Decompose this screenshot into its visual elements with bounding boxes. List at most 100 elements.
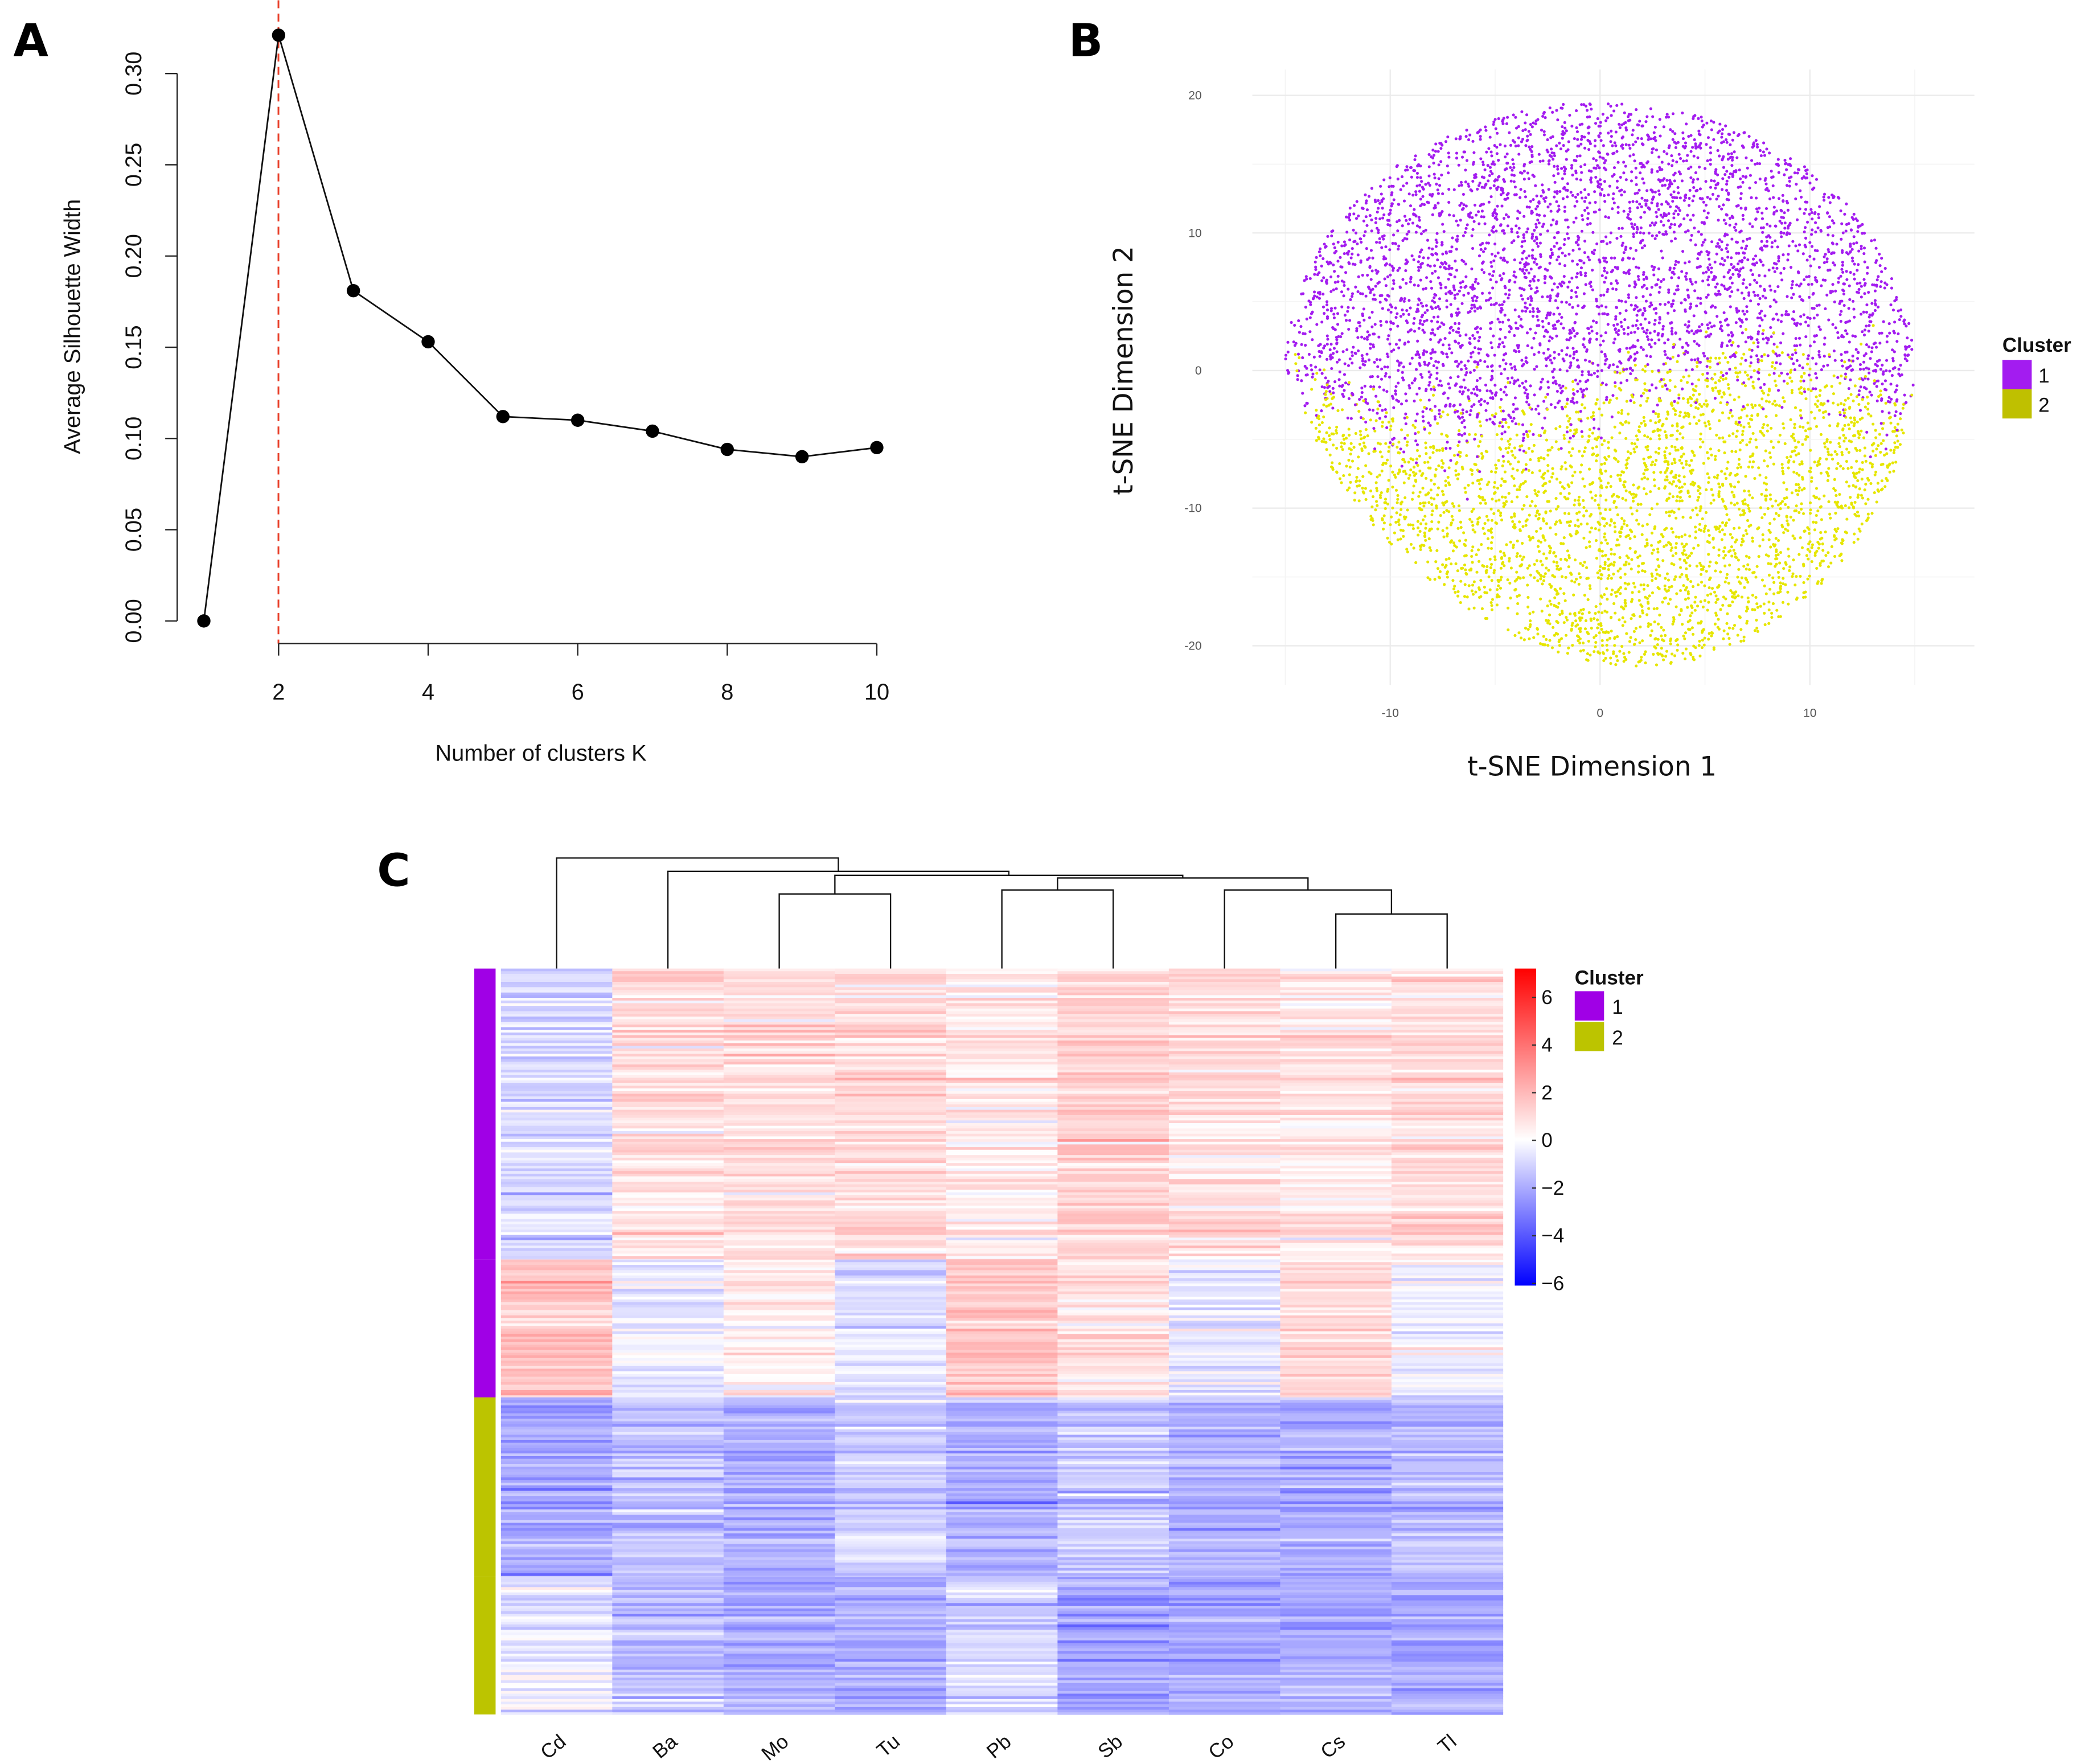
point-cluster-1 bbox=[1471, 334, 1475, 338]
point-cluster-2 bbox=[1598, 569, 1602, 572]
point-cluster-2 bbox=[1562, 621, 1566, 624]
point-cluster-1 bbox=[1657, 338, 1661, 342]
point-cluster-2 bbox=[1675, 499, 1678, 503]
point-cluster-2 bbox=[1863, 446, 1866, 450]
point-cluster-1 bbox=[1414, 419, 1418, 422]
point-cluster-2 bbox=[1664, 446, 1668, 450]
point-cluster-1 bbox=[1437, 192, 1440, 195]
point-cluster-2 bbox=[1567, 556, 1571, 560]
point-cluster-2 bbox=[1785, 515, 1788, 519]
point-cluster-1 bbox=[1529, 327, 1532, 331]
point-cluster-1 bbox=[1320, 409, 1323, 413]
point-cluster-2 bbox=[1446, 534, 1449, 538]
point-cluster-1 bbox=[1535, 262, 1538, 266]
point-cluster-1 bbox=[1503, 314, 1507, 317]
point-cluster-1 bbox=[1430, 194, 1434, 198]
point-cluster-2 bbox=[1458, 539, 1462, 542]
point-cluster-1 bbox=[1499, 193, 1503, 196]
point-cluster-1 bbox=[1566, 225, 1570, 229]
point-cluster-1 bbox=[1524, 121, 1527, 125]
point-cluster-1 bbox=[1657, 267, 1661, 270]
point-cluster-1 bbox=[1726, 270, 1730, 274]
point-cluster-1 bbox=[1325, 316, 1329, 320]
point-cluster-2 bbox=[1618, 371, 1622, 375]
point-cluster-2 bbox=[1324, 398, 1328, 401]
point-cluster-2 bbox=[1797, 553, 1801, 556]
point-cluster-1 bbox=[1350, 295, 1354, 298]
point-cluster-1 bbox=[1362, 234, 1366, 237]
point-cluster-2 bbox=[1604, 538, 1607, 542]
point-cluster-1 bbox=[1535, 213, 1539, 216]
point-cluster-1 bbox=[1622, 171, 1626, 175]
point-cluster-1 bbox=[1321, 293, 1325, 296]
point-cluster-2 bbox=[1577, 611, 1581, 614]
point-cluster-1 bbox=[1284, 353, 1288, 357]
point-cluster-1 bbox=[1569, 191, 1573, 194]
point-cluster-1 bbox=[1657, 290, 1661, 294]
point-cluster-2 bbox=[1477, 548, 1480, 552]
point-cluster-2 bbox=[1689, 482, 1693, 486]
point-cluster-1 bbox=[1841, 261, 1844, 264]
point-cluster-1 bbox=[1403, 342, 1407, 345]
point-cluster-1 bbox=[1721, 128, 1725, 131]
point-cluster-2 bbox=[1401, 529, 1405, 532]
point-cluster-2 bbox=[1548, 639, 1552, 642]
point-cluster-1 bbox=[1382, 213, 1386, 217]
point-cluster-2 bbox=[1535, 529, 1538, 533]
point-cluster-2 bbox=[1566, 549, 1569, 553]
point-cluster-2 bbox=[1737, 594, 1740, 598]
point-cluster-2 bbox=[1785, 496, 1788, 500]
point-cluster-2 bbox=[1600, 595, 1604, 599]
point-cluster-1 bbox=[1755, 338, 1759, 342]
point-cluster-2 bbox=[1782, 582, 1785, 586]
point-cluster-1 bbox=[1600, 350, 1603, 353]
point-cluster-1 bbox=[1654, 221, 1657, 225]
point-cluster-1 bbox=[1397, 244, 1401, 248]
point-cluster-1 bbox=[1720, 135, 1723, 139]
point-cluster-2 bbox=[1594, 605, 1598, 608]
point-cluster-2 bbox=[1389, 428, 1392, 431]
point-cluster-2 bbox=[1710, 488, 1713, 491]
point-cluster-1 bbox=[1610, 282, 1613, 285]
point-cluster-2 bbox=[1767, 387, 1771, 391]
point-cluster-1 bbox=[1709, 119, 1713, 123]
point-cluster-1 bbox=[1589, 337, 1592, 341]
point-cluster-2 bbox=[1537, 434, 1541, 437]
point-cluster-2 bbox=[1644, 595, 1647, 599]
point-cluster-2 bbox=[1875, 500, 1878, 504]
point-cluster-2 bbox=[1594, 437, 1597, 441]
point-cluster-1 bbox=[1524, 467, 1528, 471]
point-cluster-2 bbox=[1431, 509, 1434, 513]
point-cluster-1 bbox=[1300, 292, 1303, 295]
point-cluster-1 bbox=[1513, 396, 1517, 400]
point-cluster-2 bbox=[1667, 463, 1670, 466]
point-cluster-2 bbox=[1632, 447, 1636, 451]
point-cluster-2 bbox=[1793, 422, 1796, 426]
point-cluster-2 bbox=[1746, 504, 1750, 507]
point-cluster-2 bbox=[1688, 495, 1692, 498]
point-cluster-1 bbox=[1431, 299, 1434, 303]
point-cluster-1 bbox=[1756, 316, 1759, 320]
point-cluster-1 bbox=[1583, 274, 1587, 278]
point-cluster-2 bbox=[1864, 502, 1868, 505]
point-cluster-2 bbox=[1506, 451, 1509, 454]
point-cluster-1 bbox=[1447, 151, 1450, 155]
point-cluster-1 bbox=[1860, 247, 1863, 250]
point-cluster-2 bbox=[1767, 573, 1771, 577]
point-cluster-2 bbox=[1598, 631, 1601, 635]
point-cluster-1 bbox=[1360, 386, 1364, 390]
point-cluster-1 bbox=[1589, 103, 1592, 106]
point-cluster-1 bbox=[1561, 280, 1564, 283]
point-cluster-1 bbox=[1819, 229, 1823, 233]
point-cluster-1 bbox=[1559, 322, 1563, 326]
point-cluster-2 bbox=[1658, 574, 1661, 577]
point-cluster-2 bbox=[1548, 613, 1552, 616]
point-cluster-1 bbox=[1555, 144, 1558, 147]
point-cluster-2 bbox=[1753, 608, 1756, 611]
point-cluster-1 bbox=[1427, 182, 1430, 185]
point-cluster-2 bbox=[1695, 564, 1698, 568]
point-cluster-1 bbox=[1771, 184, 1775, 187]
point-cluster-2 bbox=[1763, 623, 1767, 627]
point-cluster-1 bbox=[1631, 369, 1634, 372]
point-cluster-1 bbox=[1777, 197, 1781, 200]
